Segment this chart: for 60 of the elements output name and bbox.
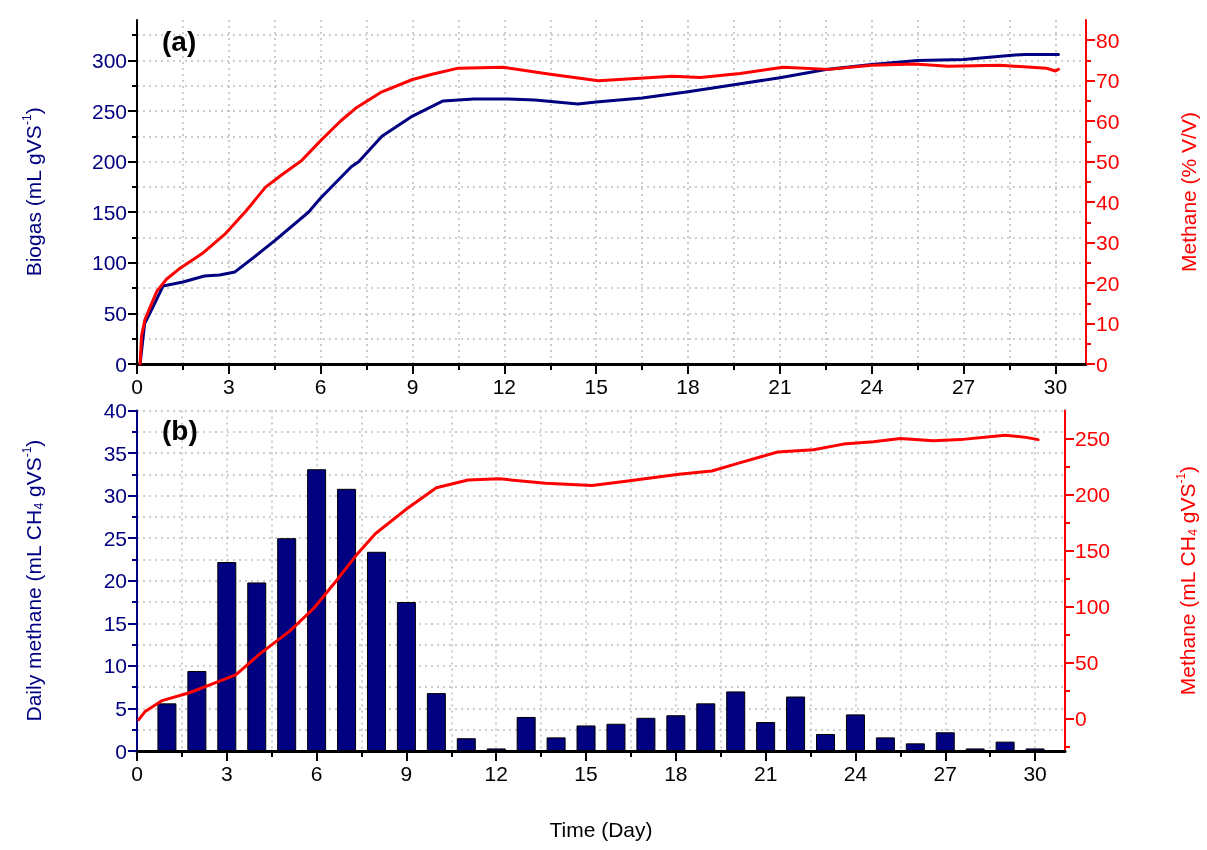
y-tick-label: 10	[103, 654, 127, 678]
x-tick-label: 0	[131, 375, 143, 398]
y-tick-label: 200	[91, 150, 127, 174]
x-tick-label: 21	[753, 762, 778, 785]
x-tick-label: 27	[933, 762, 957, 785]
x-axis-title: Time (Day)	[549, 818, 653, 841]
y-tick-label: 0	[115, 352, 127, 376]
x-tick-label: 21	[768, 375, 792, 398]
y-tick-label: 30	[103, 484, 127, 508]
x-tick-label: 3	[222, 375, 235, 398]
y-tick-label: 100	[91, 251, 127, 275]
y-tick-label: 25	[103, 526, 127, 550]
y2-tick-label: 100	[1075, 595, 1111, 619]
y2-tick-label: 30	[1096, 231, 1120, 255]
y2-tick-label: 80	[1096, 28, 1120, 52]
x-tick-label: 12	[484, 762, 508, 785]
y-tick-label: 35	[103, 441, 127, 465]
y2-axis-title: Methane (% V/V)	[1177, 112, 1200, 272]
chart-title: (a)	[162, 25, 197, 57]
x-tick-label: 15	[574, 762, 598, 785]
y-tick-label: 300	[91, 48, 127, 72]
y2-tick-label: 70	[1096, 69, 1120, 93]
x-tick-label: 12	[492, 375, 517, 398]
y-tick-label: 50	[103, 301, 127, 325]
y2-tick-label: 250	[1075, 427, 1111, 450]
y-tick-label: 40	[103, 399, 127, 422]
x-tick-label: 30	[1043, 375, 1068, 398]
y2-tick-label: 0	[1075, 707, 1087, 731]
y2-tick-label: 200	[1075, 483, 1111, 506]
y-tick-label: 15	[103, 611, 127, 635]
y-tick-label: 20	[103, 569, 127, 593]
y2-tick-label: 40	[1096, 190, 1120, 214]
y2-tick-label: 50	[1096, 150, 1120, 174]
x-tick-label: 27	[951, 375, 976, 398]
x-tick-label: 18	[664, 762, 688, 785]
y2-axis-title: Methane (mL CH4 gVS-1)	[1174, 465, 1200, 696]
x-tick-label: 30	[1023, 762, 1047, 785]
y-axis-title: Daily methane (mL CH4 gVS-1)	[20, 439, 46, 722]
y-axis-title: Biogas (mL gVS-1)	[20, 107, 45, 277]
x-tick-label: 15	[584, 375, 608, 398]
x-tick-label: 6	[314, 375, 327, 398]
x-tick-label: 24	[860, 375, 884, 398]
y-tick-label: 150	[91, 200, 127, 224]
x-tick-label: 9	[406, 375, 419, 398]
y2-tick-label: 60	[1096, 109, 1120, 133]
y-tick-label: 250	[91, 99, 127, 123]
y2-tick-label: 50	[1075, 651, 1099, 675]
y-tick-label: 5	[115, 696, 127, 720]
x-tick-label: 6	[310, 762, 323, 785]
y2-tick-label: 10	[1096, 312, 1120, 336]
y2-tick-label: 150	[1075, 539, 1111, 563]
x-tick-label: 9	[400, 762, 413, 785]
x-tick-label: 24	[843, 762, 868, 785]
x-tick-label: 0	[131, 762, 143, 785]
y-tick-label: 0	[115, 739, 127, 763]
x-tick-label: 3	[220, 762, 233, 785]
x-tick-label: 18	[676, 375, 700, 398]
y2-tick-label: 0	[1096, 352, 1108, 376]
y2-tick-label: 20	[1096, 271, 1120, 295]
chart-title: (b)	[162, 414, 198, 446]
